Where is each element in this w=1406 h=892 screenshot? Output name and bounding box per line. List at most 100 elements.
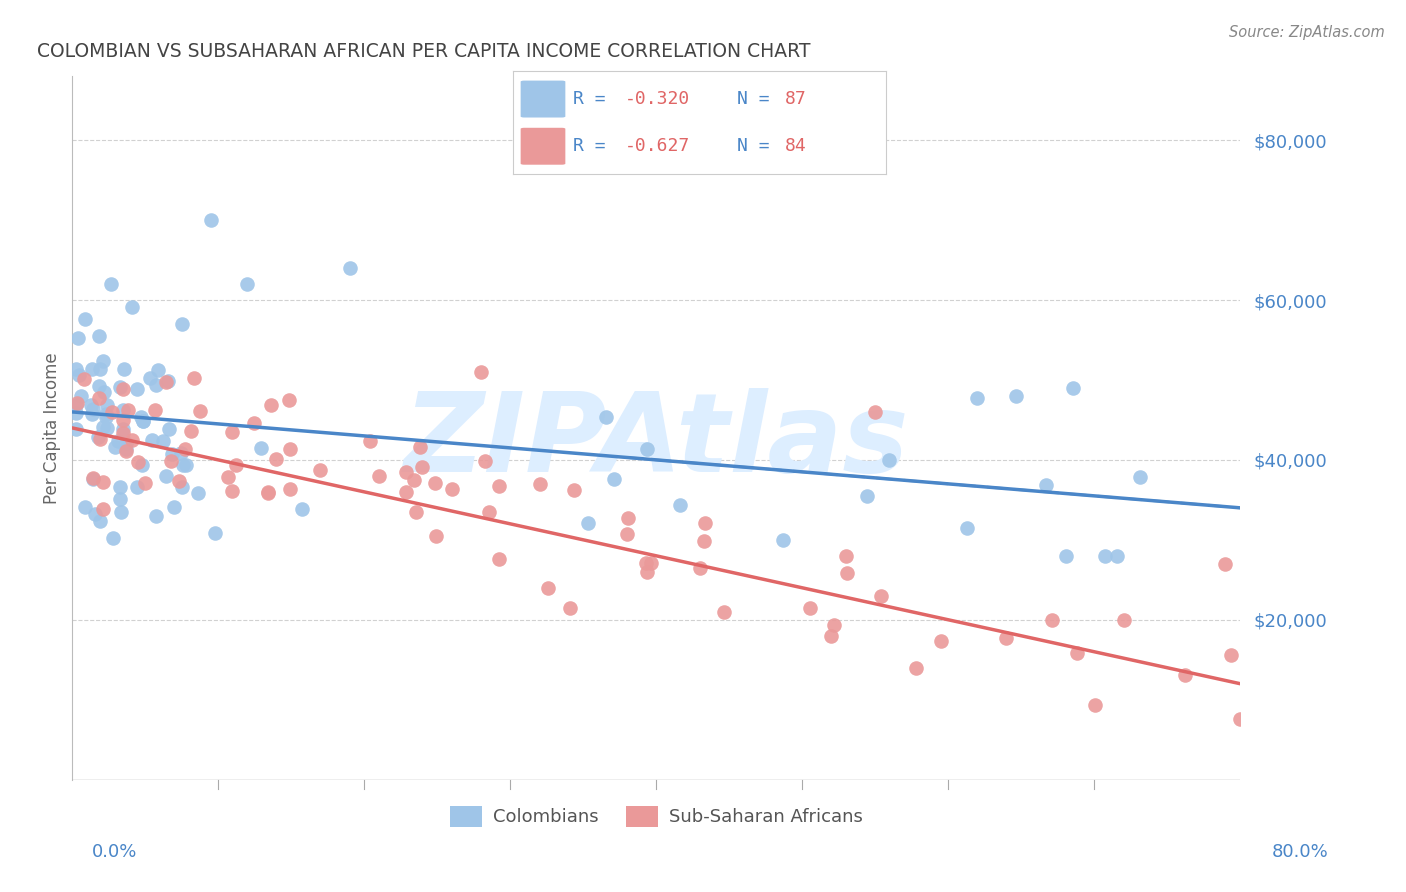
- Point: [863, 405, 886, 419]
- Point: [66, 395, 89, 409]
- Text: N =: N =: [737, 90, 780, 108]
- Point: [112, 422, 135, 436]
- Point: [257, 486, 280, 500]
- Text: R =: R =: [572, 90, 616, 108]
- Point: [280, 442, 302, 457]
- Text: R =: R =: [572, 137, 616, 155]
- Point: [693, 534, 716, 549]
- Point: [101, 405, 124, 419]
- Point: [73, 500, 96, 514]
- Point: [478, 505, 501, 519]
- Point: [856, 489, 879, 503]
- Point: [1004, 389, 1026, 403]
- Point: [91, 419, 114, 434]
- Point: [404, 474, 426, 488]
- Point: [617, 510, 640, 524]
- Point: [242, 416, 264, 430]
- Point: [111, 413, 134, 427]
- Point: [131, 458, 153, 472]
- Point: [835, 566, 858, 580]
- Point: [84, 507, 107, 521]
- Point: [564, 483, 586, 497]
- Point: [278, 392, 301, 407]
- Point: [155, 376, 177, 390]
- Point: [132, 414, 155, 428]
- Point: [108, 380, 131, 394]
- Point: [110, 505, 132, 519]
- Point: [820, 629, 842, 643]
- Point: [111, 426, 134, 441]
- Point: [616, 527, 638, 541]
- Text: 80.0%: 80.0%: [1272, 843, 1329, 861]
- Point: [89, 362, 111, 376]
- Point: [1112, 613, 1135, 627]
- Point: [905, 661, 928, 675]
- Point: [929, 633, 952, 648]
- Point: [143, 403, 166, 417]
- Point: [110, 480, 132, 494]
- Point: [82, 362, 104, 376]
- Point: [170, 317, 193, 331]
- Point: [180, 424, 202, 438]
- Point: [65, 422, 87, 436]
- Legend: Colombians, Sub-Saharan Africans: Colombians, Sub-Saharan Africans: [443, 798, 870, 834]
- Point: [264, 452, 287, 467]
- Point: [160, 454, 183, 468]
- Point: [108, 491, 131, 506]
- Point: [576, 516, 599, 530]
- Point: [188, 404, 211, 418]
- Text: COLOMBIAN VS SUBSAHARAN AFRICAN PER CAPITA INCOME CORRELATION CHART: COLOMBIAN VS SUBSAHARAN AFRICAN PER CAPI…: [37, 42, 811, 61]
- Point: [145, 377, 167, 392]
- Point: [339, 260, 361, 275]
- Point: [139, 371, 162, 385]
- Point: [170, 480, 193, 494]
- Point: [1035, 478, 1057, 492]
- Text: ZIPAtlas: ZIPAtlas: [404, 389, 908, 495]
- Point: [174, 458, 197, 472]
- Text: Source: ZipAtlas.com: Source: ZipAtlas.com: [1229, 25, 1385, 40]
- Point: [879, 453, 901, 467]
- Point: [183, 371, 205, 385]
- Point: [100, 277, 122, 291]
- Point: [236, 277, 259, 291]
- Point: [217, 469, 239, 483]
- Point: [669, 498, 692, 512]
- Point: [221, 425, 243, 440]
- Text: 0.0%: 0.0%: [91, 843, 136, 861]
- Point: [87, 379, 110, 393]
- Point: [640, 556, 662, 570]
- Point: [160, 446, 183, 460]
- Point: [425, 529, 447, 543]
- Point: [145, 509, 167, 524]
- Point: [956, 520, 979, 534]
- Point: [94, 409, 117, 424]
- Point: [156, 374, 179, 388]
- FancyBboxPatch shape: [520, 128, 565, 165]
- Point: [89, 514, 111, 528]
- Point: [172, 458, 194, 473]
- Point: [89, 432, 111, 446]
- Point: [257, 485, 280, 500]
- Point: [127, 455, 149, 469]
- Point: [112, 382, 135, 396]
- Point: [121, 433, 143, 447]
- Point: [772, 533, 794, 547]
- Point: [93, 502, 115, 516]
- Point: [87, 391, 110, 405]
- Point: [1062, 381, 1084, 395]
- Point: [488, 479, 510, 493]
- Point: [221, 484, 243, 499]
- Point: [129, 409, 152, 424]
- FancyBboxPatch shape: [520, 80, 565, 118]
- Point: [67, 368, 90, 382]
- Point: [470, 365, 492, 379]
- Point: [96, 421, 118, 435]
- Point: [87, 430, 110, 444]
- Point: [101, 531, 124, 545]
- Point: [411, 460, 433, 475]
- Point: [695, 516, 717, 531]
- Point: [537, 581, 560, 595]
- Point: [395, 465, 418, 479]
- Point: [689, 561, 711, 575]
- Point: [602, 472, 624, 486]
